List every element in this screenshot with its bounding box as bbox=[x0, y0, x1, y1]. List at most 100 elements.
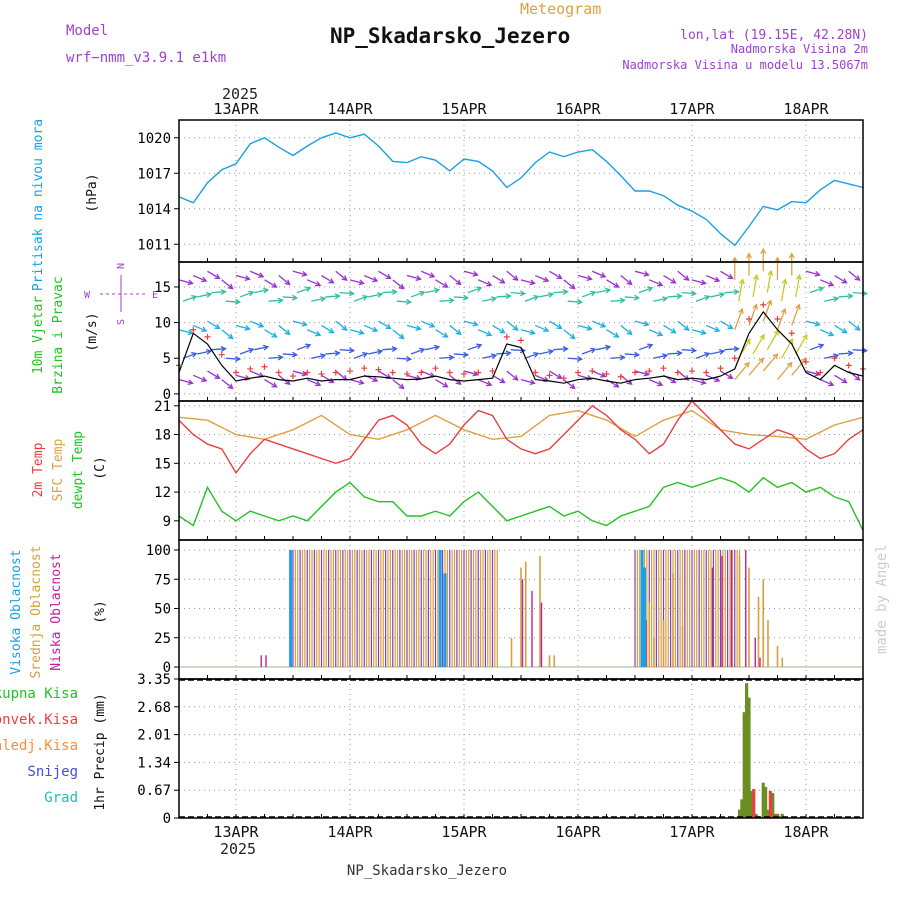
wind-arrow bbox=[734, 362, 750, 381]
wind-arrowhead bbox=[301, 370, 308, 377]
wind-arrowhead bbox=[476, 343, 483, 350]
precip-panel: 0 0.67 1.34 2.01 2.68 3.35 bbox=[137, 672, 864, 827]
model-value: wrf−nmm_v3.9.1 e1km bbox=[66, 50, 226, 66]
bottom-xtick-label: 14APR bbox=[327, 823, 373, 841]
wind-arrowhead bbox=[191, 352, 198, 358]
dewpt-label: dewpt Temp bbox=[71, 431, 86, 509]
wind-arrow bbox=[325, 295, 340, 298]
precip-total-label: Ukupna Kisa bbox=[0, 686, 78, 702]
wind-arrow bbox=[396, 357, 411, 360]
wind-arrowhead bbox=[419, 347, 426, 354]
wind-arrowhead bbox=[341, 325, 348, 331]
compass-n: N bbox=[116, 263, 127, 269]
wind-arrowhead bbox=[385, 273, 392, 280]
wind-arrowhead bbox=[358, 379, 365, 386]
wind-arrow bbox=[192, 274, 207, 282]
wind-arrowhead bbox=[714, 276, 721, 283]
wind-arrow bbox=[382, 291, 397, 294]
wind-arrowhead bbox=[774, 256, 781, 263]
wind-ytick-label: 10 bbox=[154, 316, 171, 332]
precip-ytick-label: 0 bbox=[163, 811, 171, 827]
wind-arrow bbox=[349, 329, 364, 334]
temp-unit: (C) bbox=[93, 456, 108, 479]
wind-arrowhead bbox=[543, 326, 550, 333]
wind-arrowhead bbox=[262, 287, 270, 294]
cloud-low-label: Niska Oblacnost bbox=[49, 553, 64, 670]
wind-arrowhead bbox=[187, 329, 194, 336]
station-title: NP_Skadarsko_Jezero bbox=[330, 24, 570, 48]
wind-speed-line bbox=[178, 310, 864, 384]
top-xtick-label: 14APR bbox=[327, 100, 373, 118]
wind-arrow bbox=[691, 378, 706, 384]
wind-arrowhead bbox=[626, 329, 633, 336]
wind-arrow bbox=[325, 352, 340, 355]
panels: 13APR 13APR 14APR 14APR 15APR 15APR 16APR 16APR… bbox=[137, 100, 869, 841]
wind-arrowhead bbox=[348, 290, 356, 297]
temp-ytick-label: 9 bbox=[163, 514, 171, 530]
wind-arrow bbox=[581, 291, 596, 298]
wind-arrowhead bbox=[486, 280, 493, 287]
wind-arrow bbox=[268, 356, 283, 359]
pressure-ytick-label: 1017 bbox=[137, 166, 171, 182]
wind-arrow bbox=[720, 270, 733, 280]
wind-arrowhead bbox=[529, 329, 536, 336]
wind-arrow bbox=[838, 352, 853, 355]
wind-arrowhead bbox=[214, 323, 221, 330]
wind-arrow bbox=[834, 324, 847, 334]
pressure-ytick-label: 1020 bbox=[137, 131, 171, 147]
wind-arrow bbox=[225, 357, 240, 360]
wind-arrowhead bbox=[505, 350, 512, 357]
wind-arrowhead bbox=[334, 350, 341, 357]
wind-arrow bbox=[249, 270, 264, 278]
cloud-ytick-label: 0 bbox=[163, 660, 171, 676]
wind-arrow bbox=[838, 295, 853, 298]
top-xtick-label: 17APR bbox=[669, 100, 715, 118]
wind-arrow bbox=[339, 349, 354, 352]
wind-arrow bbox=[410, 291, 425, 298]
precip-total-bar bbox=[754, 813, 758, 818]
wind-arrow bbox=[463, 370, 478, 376]
wind-arrow bbox=[282, 296, 297, 299]
wind-arrowhead bbox=[455, 329, 462, 336]
wind-arrow bbox=[353, 295, 368, 302]
wind-arrow bbox=[766, 330, 779, 351]
wind-arrowhead bbox=[657, 330, 664, 337]
wind-arrow bbox=[406, 324, 421, 330]
wind-arrowhead bbox=[619, 354, 626, 361]
gust-marker bbox=[204, 333, 211, 340]
wind-arrowhead bbox=[201, 376, 208, 382]
wind-arrow bbox=[296, 344, 311, 351]
wind-arrowhead bbox=[643, 270, 650, 277]
wind-arrowhead bbox=[372, 276, 379, 283]
wind-arrow bbox=[553, 291, 568, 294]
wind-arrow bbox=[620, 324, 633, 335]
wind-arrowhead bbox=[433, 344, 441, 351]
wind-arrow bbox=[648, 329, 663, 336]
wind-arrowhead bbox=[227, 283, 234, 290]
wind-arrowhead bbox=[590, 347, 597, 354]
wind-arrowhead bbox=[248, 290, 255, 297]
wind-arrow bbox=[420, 270, 435, 278]
wind-arrowhead bbox=[244, 325, 251, 331]
wind-arrow bbox=[378, 320, 391, 329]
wind-arrowhead bbox=[376, 348, 384, 355]
wind-arrowhead bbox=[758, 357, 765, 364]
wind-arrowhead bbox=[847, 350, 854, 357]
precip-total-bar bbox=[747, 697, 751, 818]
wind-arrow bbox=[795, 275, 801, 298]
temp-panel: 9 12 15 18 21 bbox=[154, 399, 864, 541]
precip-ytick-label: 3.35 bbox=[137, 672, 171, 688]
wind-arrowhead bbox=[586, 325, 593, 331]
wind-arrowhead bbox=[670, 278, 677, 284]
wind-arrow bbox=[264, 279, 277, 288]
wind-arrowhead bbox=[556, 323, 563, 330]
wind-arrowhead bbox=[604, 344, 612, 351]
wind-arrow bbox=[748, 358, 764, 376]
wind-arrowhead bbox=[201, 326, 208, 333]
wind-arrowhead bbox=[201, 276, 208, 283]
wind-arrow bbox=[563, 329, 576, 340]
wind-arrow bbox=[549, 270, 562, 280]
precip-total-bar bbox=[749, 791, 753, 818]
precip-conv-bar bbox=[768, 791, 772, 818]
cloud-mid-label: Srednja Oblacnost bbox=[29, 545, 44, 678]
